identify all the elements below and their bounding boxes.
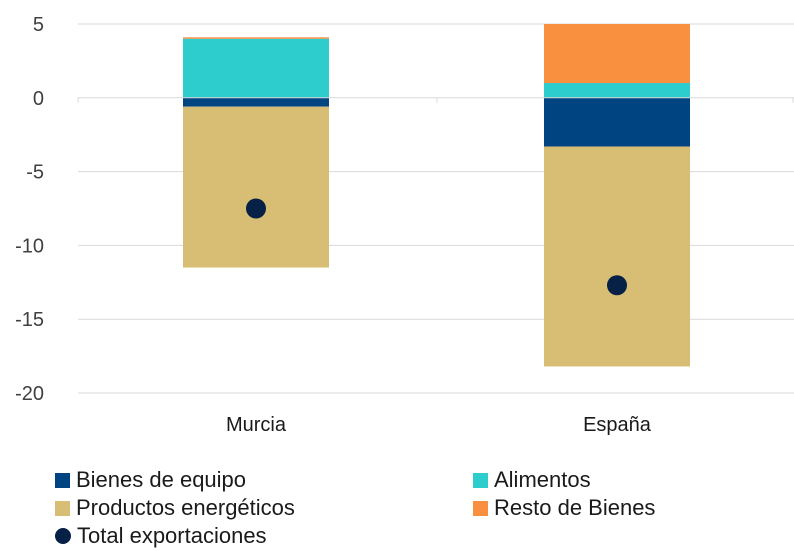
legend-item-bienes-de-equipo: Bienes de equipo xyxy=(55,467,246,493)
legend-item-resto-de-bienes: Resto de Bienes xyxy=(473,495,655,521)
y-tick-label: 5 xyxy=(33,14,44,36)
y-tick-label: -10 xyxy=(15,235,44,257)
bar-segment xyxy=(183,37,329,39)
total-markers xyxy=(246,198,627,296)
legend-swatch xyxy=(55,472,70,488)
legend-label: Productos energéticos xyxy=(76,495,295,520)
bars xyxy=(183,24,690,367)
legend-swatch xyxy=(55,500,70,516)
category-label: España xyxy=(583,414,652,436)
y-tick-label: 0 xyxy=(33,88,44,110)
legend-label: Total exportaciones xyxy=(77,523,267,548)
legend: Bienes de equipo Alimentos Productos ene… xyxy=(55,455,755,551)
legend-marker xyxy=(55,528,71,544)
y-tick-label: -5 xyxy=(26,162,44,184)
bar-segment xyxy=(183,97,329,107)
bar-segment xyxy=(544,97,690,147)
bar-segment xyxy=(183,106,329,268)
bar-segment xyxy=(544,146,690,367)
legend-label: Bienes de equipo xyxy=(76,467,247,492)
y-tick-label: -15 xyxy=(15,309,44,331)
stacked-bar-chart: 5 0 -5 -10 -15 -20 Murcia España xyxy=(15,14,794,436)
total-exportaciones-point xyxy=(246,198,266,219)
legend-item-total-exportaciones: Total exportaciones xyxy=(55,523,267,549)
legend-swatch xyxy=(473,500,488,516)
category-label: Murcia xyxy=(226,414,287,436)
x-axis-categories: Murcia España xyxy=(226,414,652,436)
y-axis-ticks: 5 0 -5 -10 -15 -20 xyxy=(15,14,44,405)
bar-segment xyxy=(544,83,690,98)
y-tick-label: -20 xyxy=(15,383,44,405)
legend-item-productos-energeticos: Productos energéticos xyxy=(55,495,295,521)
zero-axis xyxy=(77,97,794,103)
legend-item-alimentos: Alimentos xyxy=(473,467,591,493)
bar-segment xyxy=(544,24,690,84)
legend-swatch xyxy=(473,472,488,488)
total-exportaciones-point xyxy=(607,275,627,296)
legend-label: Resto de Bienes xyxy=(494,495,656,520)
bar-segment xyxy=(183,38,329,98)
legend-label: Alimentos xyxy=(494,467,591,492)
